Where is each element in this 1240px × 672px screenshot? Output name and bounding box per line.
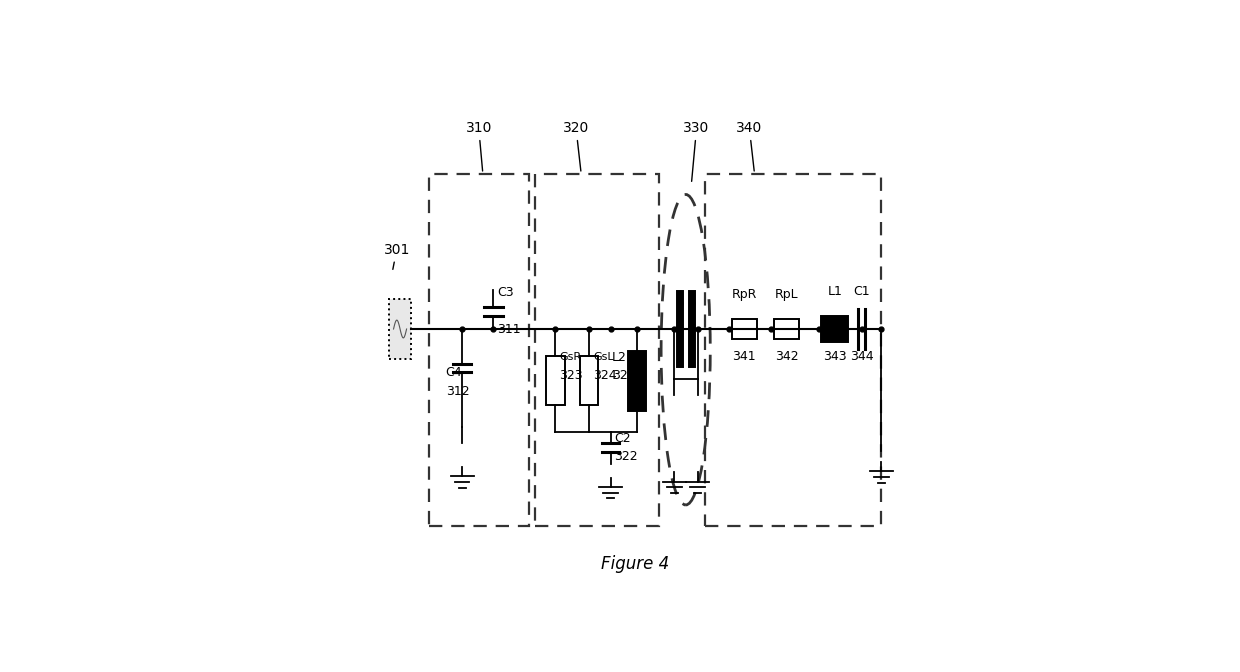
Text: 301: 301 <box>383 243 410 269</box>
Text: L2: L2 <box>613 351 627 364</box>
Text: 330: 330 <box>683 121 709 181</box>
Text: C2: C2 <box>614 432 630 446</box>
Text: RpL: RpL <box>775 288 799 300</box>
Bar <box>429 174 529 526</box>
Text: 321: 321 <box>613 369 636 382</box>
Text: L1: L1 <box>827 285 842 298</box>
Text: 342: 342 <box>775 349 799 363</box>
Text: 310: 310 <box>465 121 492 171</box>
Text: C4: C4 <box>445 366 463 380</box>
Text: 343: 343 <box>823 349 847 363</box>
Bar <box>627 351 646 411</box>
Text: RpR: RpR <box>732 288 756 300</box>
Bar <box>546 356 564 405</box>
Text: 323: 323 <box>559 369 583 382</box>
Bar <box>821 316 848 342</box>
Text: GsR: GsR <box>559 353 582 362</box>
Text: 320: 320 <box>563 121 589 171</box>
Bar <box>688 292 696 366</box>
Bar <box>534 174 658 526</box>
Bar <box>677 292 683 366</box>
Bar <box>389 299 410 359</box>
Text: C1: C1 <box>853 285 870 298</box>
Bar <box>732 319 756 339</box>
Text: 341: 341 <box>733 349 756 363</box>
Text: 344: 344 <box>849 349 873 363</box>
Text: 312: 312 <box>445 384 469 398</box>
Bar <box>706 174 882 526</box>
Bar <box>579 356 598 405</box>
Bar <box>774 319 799 339</box>
Text: 324: 324 <box>593 369 616 382</box>
Text: Figure 4: Figure 4 <box>601 556 670 573</box>
Text: 311: 311 <box>497 323 521 336</box>
Text: C3: C3 <box>497 286 513 299</box>
Text: 340: 340 <box>737 121 763 171</box>
Text: 322: 322 <box>614 450 637 463</box>
Text: GsL: GsL <box>593 353 614 362</box>
